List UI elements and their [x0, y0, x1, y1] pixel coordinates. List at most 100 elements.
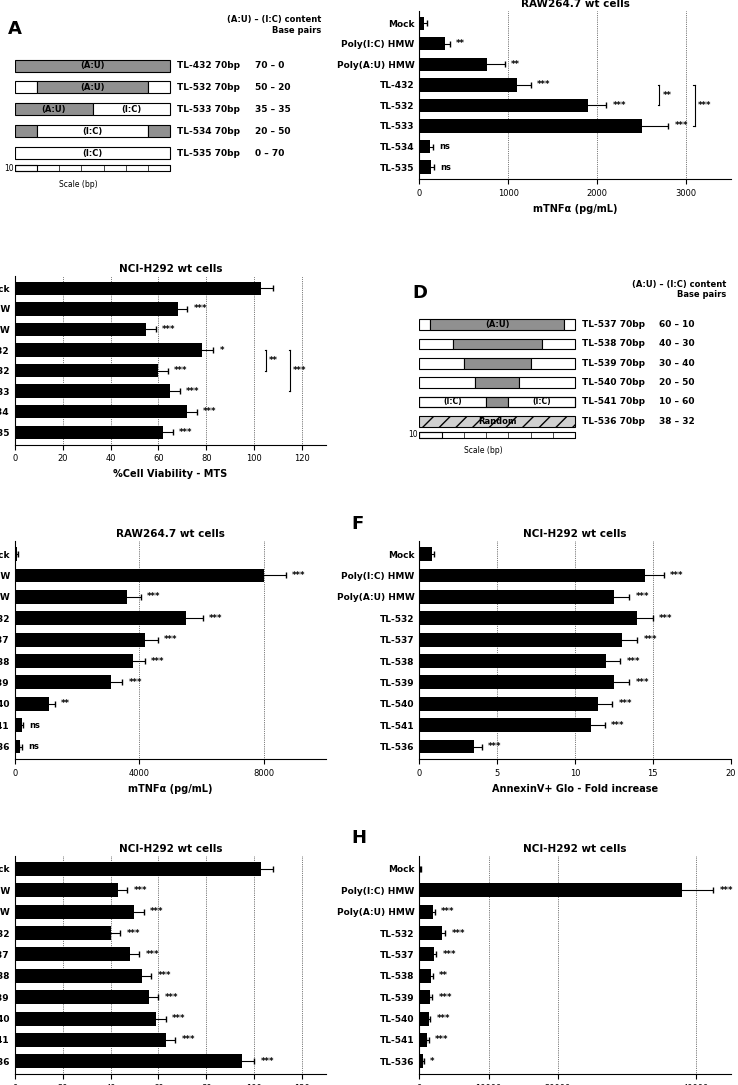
Text: TL-533 70bp: TL-533 70bp	[177, 105, 240, 114]
Text: (A:U) – (I:C) content
Base pairs: (A:U) – (I:C) content Base pairs	[227, 15, 322, 35]
Bar	[419, 378, 475, 388]
Bar	[15, 676, 111, 689]
Bar	[419, 358, 464, 369]
Bar	[419, 119, 642, 132]
Bar	[15, 883, 117, 897]
Title: NCI-H292 wt cells: NCI-H292 wt cells	[119, 844, 222, 854]
Text: ***: ***	[293, 366, 307, 375]
Bar	[15, 547, 17, 561]
Text: ***: ***	[186, 386, 200, 396]
Text: ***: ***	[179, 427, 193, 437]
Bar	[419, 1033, 427, 1047]
Bar	[15, 303, 178, 316]
Text: TL-534 70bp: TL-534 70bp	[177, 127, 240, 136]
Bar	[15, 654, 133, 668]
Text: ***: ***	[134, 885, 147, 895]
Text: ***: ***	[164, 635, 178, 644]
Bar	[464, 358, 531, 369]
Text: ***: ***	[182, 1035, 195, 1045]
Text: **: **	[439, 971, 448, 980]
Text: (A:U): (A:U)	[41, 105, 66, 114]
Text: ***: ***	[720, 885, 733, 895]
Bar	[419, 740, 474, 753]
Bar	[419, 339, 452, 349]
Text: ***: ***	[441, 907, 455, 916]
Bar	[419, 58, 487, 71]
Bar	[419, 397, 486, 407]
Text: ***: ***	[635, 592, 649, 601]
Text: (I:C): (I:C)	[83, 127, 103, 136]
Bar	[15, 148, 170, 159]
Text: TL-535 70bp: TL-535 70bp	[177, 149, 240, 157]
Bar	[15, 1055, 242, 1069]
Bar	[419, 1055, 423, 1069]
Text: ***: ***	[435, 1035, 449, 1045]
Bar	[419, 37, 445, 50]
Bar	[452, 339, 542, 349]
Text: (A:U) – (I:C) content
Base pairs: (A:U) – (I:C) content Base pairs	[632, 280, 726, 299]
Text: ***: ***	[203, 407, 216, 417]
Bar	[15, 60, 170, 72]
Text: ***: ***	[436, 1014, 450, 1023]
Text: (I:C): (I:C)	[83, 149, 103, 157]
Text: *: *	[220, 345, 224, 355]
Text: 20 – 50: 20 – 50	[660, 378, 695, 387]
Text: ***: ***	[613, 101, 626, 110]
Bar	[419, 161, 431, 174]
Text: TL-536 70bp: TL-536 70bp	[582, 417, 644, 425]
Bar	[542, 339, 575, 349]
Bar	[15, 165, 37, 171]
Text: F: F	[351, 514, 363, 533]
Bar	[419, 883, 682, 897]
X-axis label: mTNFα (pg/mL): mTNFα (pg/mL)	[128, 783, 213, 793]
X-axis label: AnnexinV+ Glo - Fold increase: AnnexinV+ Glo - Fold increase	[492, 783, 658, 793]
Bar	[15, 927, 111, 940]
Text: ***: ***	[438, 993, 452, 1001]
Text: ***: ***	[172, 1014, 185, 1023]
Bar	[419, 416, 575, 426]
Bar	[419, 140, 430, 153]
Bar	[419, 861, 420, 876]
Text: 0 – 70: 0 – 70	[255, 149, 284, 157]
Text: D: D	[413, 284, 428, 302]
Bar	[15, 697, 49, 711]
Text: ***: ***	[644, 635, 657, 644]
Bar	[15, 991, 149, 1004]
Bar	[508, 397, 575, 407]
Text: ***: ***	[145, 949, 159, 959]
Bar	[419, 697, 599, 711]
Text: TL-539 70bp: TL-539 70bp	[582, 359, 645, 368]
X-axis label: %Cell Viability - MTS: %Cell Viability - MTS	[113, 469, 227, 478]
X-axis label: mTNFα (pg/mL): mTNFα (pg/mL)	[533, 204, 617, 214]
Text: ***: ***	[174, 366, 187, 375]
Bar	[15, 363, 159, 378]
Bar	[148, 125, 170, 138]
Text: 10: 10	[4, 164, 13, 173]
Text: *: *	[430, 1057, 435, 1065]
Bar	[15, 1033, 165, 1047]
Text: ***: ***	[157, 971, 171, 980]
Title: NCI-H292 wt cells: NCI-H292 wt cells	[523, 844, 627, 854]
Title: NCI-H292 wt cells: NCI-H292 wt cells	[119, 264, 222, 273]
Bar	[419, 718, 590, 732]
Bar	[419, 969, 431, 983]
Bar	[15, 323, 146, 336]
Bar	[419, 654, 606, 668]
Text: TL-541 70bp: TL-541 70bp	[582, 397, 645, 407]
Bar	[419, 611, 637, 625]
Text: 10 – 60: 10 – 60	[660, 397, 695, 407]
Text: 20 – 50: 20 – 50	[255, 127, 290, 136]
Bar	[419, 905, 432, 919]
Bar	[419, 991, 430, 1004]
Bar	[419, 676, 614, 689]
Bar	[37, 81, 148, 93]
Text: ***: ***	[210, 614, 223, 623]
Bar	[419, 16, 424, 30]
Text: ***: ***	[670, 571, 683, 580]
Bar	[15, 343, 201, 357]
Text: ***: ***	[611, 720, 624, 729]
Text: ***: ***	[128, 678, 142, 687]
Title: RAW264.7 wt cells: RAW264.7 wt cells	[520, 0, 630, 9]
Text: ***: ***	[151, 656, 165, 665]
Bar	[15, 611, 186, 625]
